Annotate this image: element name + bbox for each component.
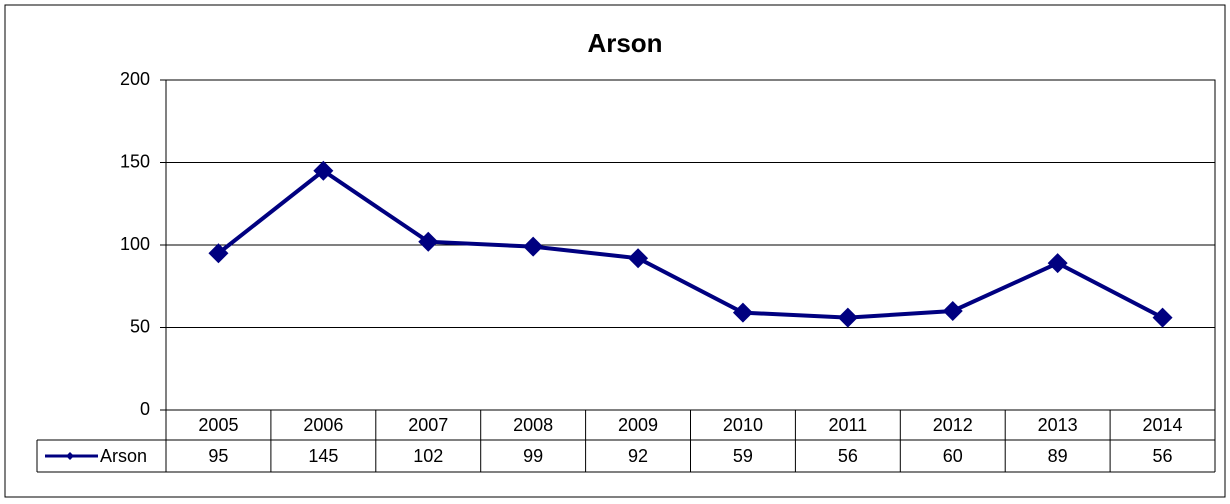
table-value: 92 (628, 446, 648, 466)
marker (628, 248, 649, 269)
x-tick-label: 2007 (408, 415, 448, 435)
table-value: 102 (413, 446, 443, 466)
table-value: 56 (838, 446, 858, 466)
marker (313, 160, 334, 181)
y-tick-label: 150 (120, 151, 150, 171)
y-tick-label: 0 (140, 399, 150, 419)
marker (732, 302, 753, 323)
table-value: 60 (943, 446, 963, 466)
y-tick-label: 100 (120, 234, 150, 254)
chart-title: Arson (587, 28, 662, 58)
marker (1047, 253, 1068, 274)
x-tick-label: 2013 (1038, 415, 1078, 435)
x-tick-label: 2010 (723, 415, 763, 435)
series-line (217, 168, 1164, 320)
marker (208, 243, 229, 264)
x-tick-label: 2006 (303, 415, 343, 435)
marker (837, 307, 858, 328)
legend-marker (66, 452, 74, 460)
x-tick-label: 2011 (828, 415, 867, 435)
legend-label: Arson (100, 446, 147, 466)
table-value: 56 (1153, 446, 1173, 466)
x-tick-label: 2014 (1143, 415, 1183, 435)
y-tick-label: 50 (130, 316, 150, 336)
table-value: 59 (733, 446, 753, 466)
marker (523, 236, 544, 257)
x-tick-label: 2008 (513, 415, 553, 435)
x-tick-label: 2012 (933, 415, 973, 435)
x-tick-label: 2005 (198, 415, 238, 435)
marker (418, 231, 439, 252)
x-tick-label: 2009 (618, 415, 658, 435)
y-tick-label: 200 (120, 69, 150, 89)
table-value: 145 (308, 446, 338, 466)
table-value: 89 (1048, 446, 1068, 466)
table-value: 95 (208, 446, 228, 466)
marker (942, 301, 963, 321)
marker (1152, 307, 1173, 328)
table-value: 99 (523, 446, 543, 466)
